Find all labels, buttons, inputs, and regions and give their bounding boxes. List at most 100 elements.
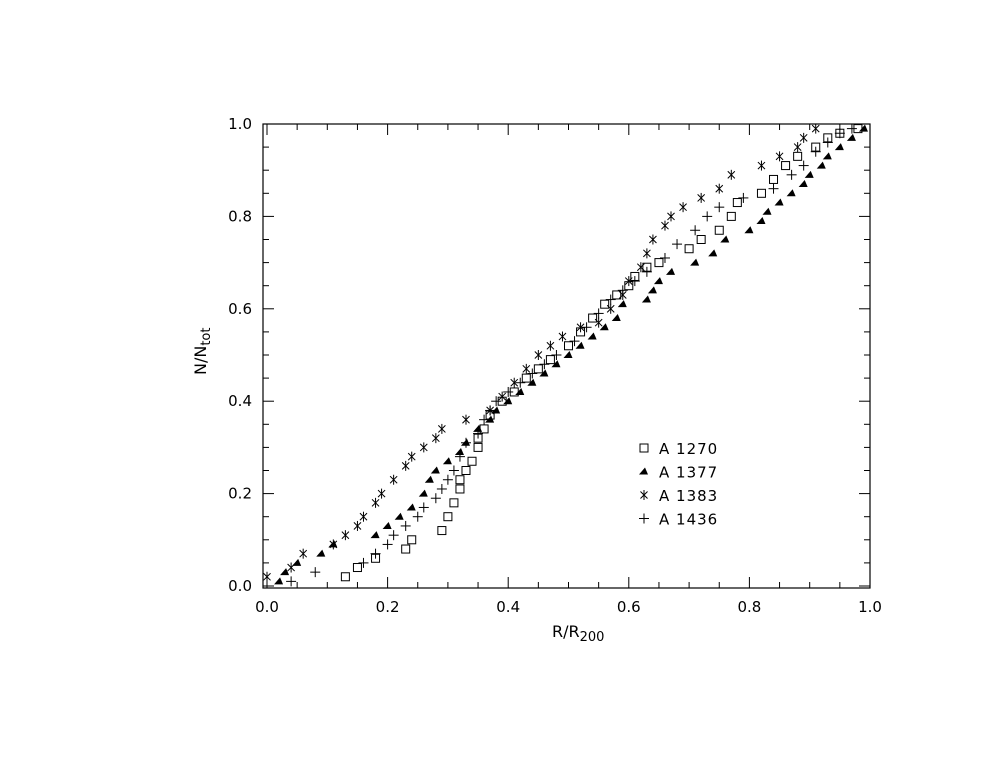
data-point [527, 368, 538, 379]
data-point [436, 483, 447, 494]
data-point [455, 484, 465, 494]
data-point [756, 188, 766, 198]
data-point [527, 378, 537, 386]
data-point [437, 423, 446, 434]
data-point [804, 170, 814, 178]
data-point [720, 235, 730, 243]
data-point [430, 493, 441, 504]
data-point [424, 475, 434, 483]
data-point [708, 249, 718, 257]
x-tick-label: 0.6 [617, 598, 641, 616]
data-point [594, 317, 603, 328]
y-axis-title: N/Ntot [191, 328, 214, 375]
data-point [647, 286, 657, 294]
legend-marker [639, 467, 648, 475]
data-point [679, 202, 687, 213]
data-point [467, 456, 477, 466]
data-point [799, 132, 808, 143]
data-point [834, 143, 844, 151]
data-point [726, 211, 736, 221]
data-point [431, 433, 440, 444]
series-a1270 [340, 124, 863, 582]
data-point [858, 124, 868, 132]
data-point [696, 235, 706, 244]
data-point [382, 521, 392, 529]
data-point [654, 258, 664, 268]
legend-label: A 1436 [659, 511, 718, 529]
legend-marker [639, 513, 649, 524]
data-point [846, 123, 857, 134]
data-point [641, 266, 652, 277]
data-point [822, 137, 833, 148]
data-point [358, 557, 369, 568]
data-point [515, 387, 525, 395]
data-point [649, 234, 657, 245]
data-point [263, 571, 271, 582]
data-point [473, 424, 483, 432]
data-point [442, 457, 452, 465]
data-point [558, 331, 567, 342]
data-point [401, 460, 410, 471]
x-axis-title: R/R200 [552, 622, 604, 645]
data-point [460, 437, 471, 448]
y-tick-label: 1.0 [228, 115, 252, 133]
y-tick-label: 0.2 [228, 485, 252, 503]
data-point [690, 225, 701, 236]
data-point [442, 474, 453, 485]
data-point [406, 503, 416, 511]
data-point [503, 397, 513, 405]
series-a1436 [286, 123, 857, 587]
data-point [636, 262, 645, 273]
data-point [473, 428, 484, 439]
data-point [394, 512, 404, 520]
data-point [274, 577, 284, 585]
data-point [606, 303, 615, 314]
data-point [624, 276, 633, 287]
data-point [533, 364, 543, 374]
legend-label: A 1383 [659, 487, 718, 505]
data-point [462, 414, 470, 425]
data-point [762, 207, 772, 215]
data-point [287, 562, 296, 573]
data-point [539, 369, 549, 377]
data-point [534, 350, 543, 360]
plot-frame [262, 123, 871, 589]
data-point [563, 351, 573, 358]
data-point [798, 160, 809, 171]
data-point [382, 539, 393, 550]
data-point [757, 160, 766, 171]
legend-marker [640, 490, 648, 500]
y-tick-label: 0.4 [228, 392, 252, 410]
data-point [793, 151, 803, 161]
data-point [448, 465, 459, 476]
data-point [666, 267, 676, 275]
data-point [697, 192, 706, 203]
data-point [551, 350, 562, 360]
data-point [667, 211, 675, 222]
data-point [461, 466, 471, 475]
data-point [491, 396, 502, 407]
data-point [371, 497, 380, 508]
data-point [811, 123, 820, 134]
data-point [522, 363, 531, 374]
data-point [846, 133, 856, 141]
data-point [454, 448, 464, 456]
y-tick-labels: 0.0 0.2 0.4 0.6 0.8 1.0 [228, 115, 252, 595]
legend-marker [639, 443, 649, 453]
data-point [418, 502, 429, 513]
data-point [690, 258, 700, 266]
y-tick-label: 0.6 [228, 300, 252, 318]
data-point [430, 466, 440, 474]
x-tick-label: 1.0 [858, 598, 882, 616]
x-tick-label: 0.8 [737, 598, 761, 616]
data-point [744, 226, 754, 234]
data-point [418, 489, 428, 497]
data-point [786, 189, 796, 197]
data-point [661, 220, 669, 231]
data-point [569, 336, 580, 347]
data-point [786, 169, 797, 180]
data-point [600, 299, 610, 309]
legend-label: A 1270 [659, 440, 718, 458]
data-point [546, 340, 555, 351]
